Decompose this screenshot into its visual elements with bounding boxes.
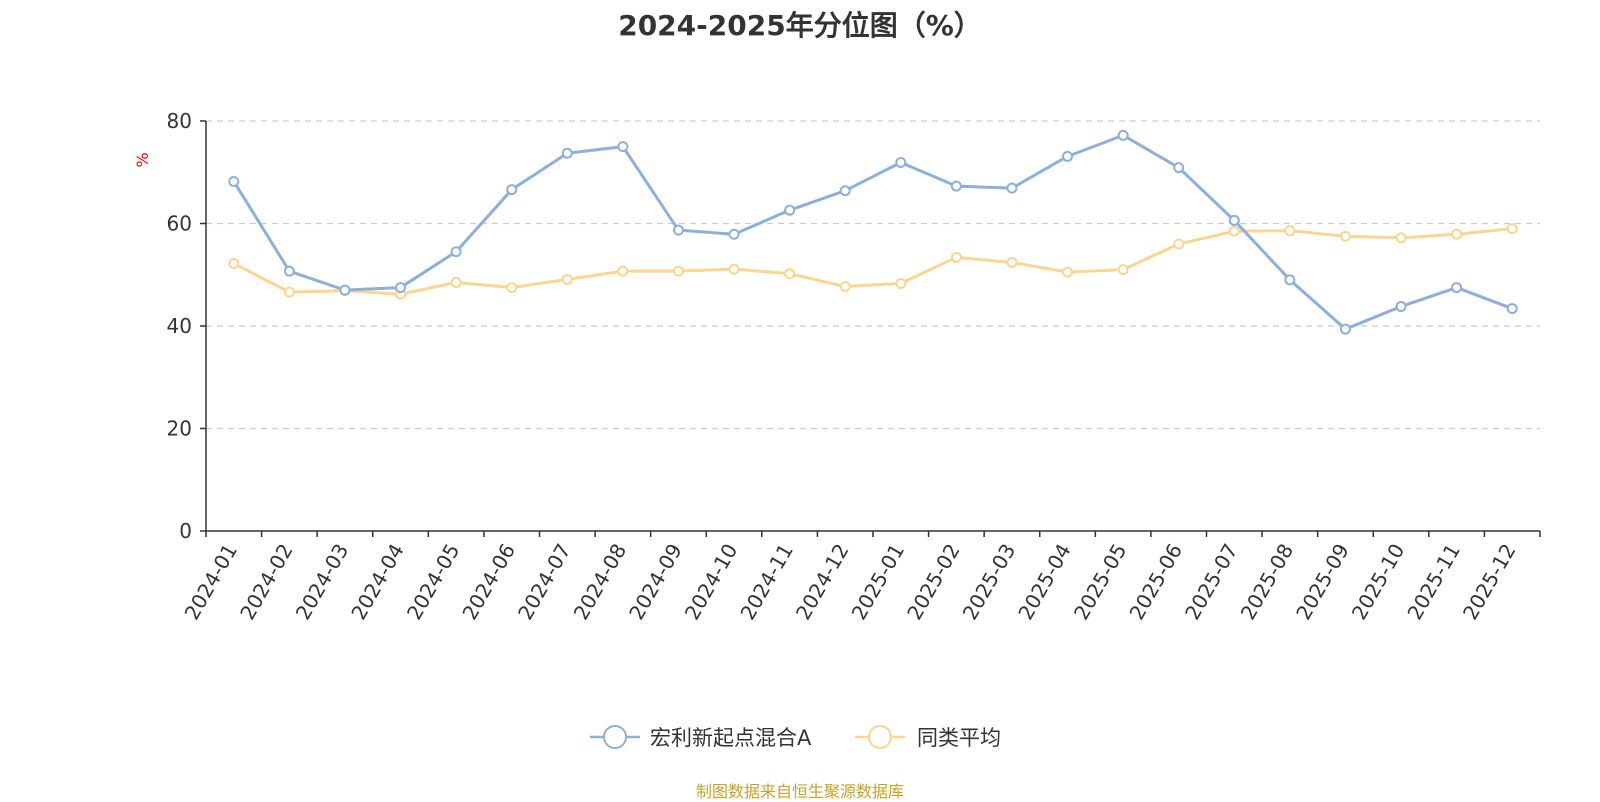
series-line-0 [232, 133, 1513, 331]
y-tick-label-40: 40 [167, 314, 192, 338]
legend-item-1: 同类平均 [855, 725, 1001, 750]
source-note: 制图数据来自恒生聚源数据库 [695, 782, 904, 801]
y-axis-ticks: 0 20 40 60 80 [167, 109, 206, 543]
chart-title: 2024-2025年分位图（%） [618, 9, 982, 42]
data-point [1117, 129, 1129, 141]
y-tick-label-0: 0 [179, 519, 192, 543]
data-point [617, 141, 629, 153]
series-1 [228, 223, 1518, 300]
data-point [1339, 323, 1351, 335]
y-tick-label-60: 60 [167, 212, 192, 236]
data-point [672, 265, 684, 277]
data-point [339, 284, 351, 296]
data-point [950, 251, 962, 263]
x-tick-label-2025-11: 2025-11 [1402, 540, 1465, 624]
x-tick-label-2025-06: 2025-06 [1124, 540, 1187, 624]
x-tick-label-2024-03: 2024-03 [291, 540, 354, 624]
data-point [950, 180, 962, 192]
data-point [1173, 238, 1185, 250]
data-point [672, 224, 684, 236]
x-tick-label-2024-06: 2024-06 [457, 540, 520, 624]
y-tick-label-20: 20 [167, 417, 192, 441]
data-point [728, 228, 740, 240]
data-point [561, 273, 573, 285]
legend-marker [868, 725, 892, 749]
legend-marker [603, 725, 627, 749]
series-lines [228, 129, 1518, 335]
y-tick-label-80: 80 [167, 109, 192, 133]
legend-label-1: 同类平均 [917, 726, 1001, 750]
x-tick-label-2025-03: 2025-03 [958, 539, 1021, 623]
data-point [506, 184, 518, 196]
x-tick-label-2025-10: 2025-10 [1347, 540, 1410, 624]
data-point [1506, 223, 1518, 235]
data-point [784, 204, 796, 216]
data-point [1228, 225, 1240, 237]
data-point [1339, 230, 1351, 242]
x-tick-label-2025-09: 2025-09 [1291, 540, 1354, 624]
x-tick-label-2025-01: 2025-01 [847, 540, 910, 624]
x-tick-label-2025-12: 2025-12 [1458, 540, 1521, 624]
legend-item-0: 宏利新起点混合A [590, 725, 812, 750]
x-tick-label-2025-07: 2025-07 [1180, 540, 1243, 624]
data-point [1006, 182, 1018, 194]
data-point [617, 265, 629, 277]
x-tick-label-2024-09: 2024-09 [624, 540, 687, 624]
series-0 [228, 129, 1518, 335]
data-point [839, 281, 851, 293]
data-point [450, 246, 462, 258]
y-axis-label: % [133, 152, 152, 167]
x-tick-label-2024-02: 2024-02 [235, 540, 298, 624]
data-point [839, 185, 851, 197]
x-tick-label-2024-05: 2024-05 [402, 540, 465, 624]
data-point [228, 257, 240, 269]
data-point [784, 268, 796, 280]
x-tick-label-2025-08: 2025-08 [1236, 540, 1299, 624]
data-point [561, 147, 573, 159]
data-point [895, 277, 907, 289]
x-tick-label-2024-12: 2024-12 [791, 540, 854, 624]
data-point [1062, 266, 1074, 278]
data-point [1062, 150, 1074, 162]
data-point [450, 276, 462, 288]
data-point [283, 265, 295, 277]
legend: 宏利新起点混合A 同类平均 [590, 725, 1001, 750]
data-point [1506, 303, 1518, 315]
data-point [1228, 214, 1240, 226]
x-tick-label-2025-05: 2025-05 [1069, 540, 1132, 624]
data-point [1451, 228, 1463, 240]
data-point [728, 263, 740, 275]
x-tick-label-2025-02: 2025-02 [902, 540, 965, 624]
x-tick-label-2024-10: 2024-10 [680, 540, 743, 624]
data-point [395, 282, 407, 294]
x-tick-label-2024-04: 2024-04 [346, 540, 409, 624]
x-tick-label-2025-04: 2025-04 [1013, 540, 1076, 624]
x-tick-label-2024-07: 2024-07 [513, 540, 576, 624]
data-point [1395, 301, 1407, 313]
data-point [1173, 162, 1185, 174]
x-tick-label-2024-08: 2024-08 [569, 540, 632, 624]
x-axis-ticks: 2024-012024-022024-032024-042024-052024-… [180, 531, 1541, 624]
data-point [1395, 232, 1407, 244]
legend-label-0: 宏利新起点混合A [650, 726, 812, 750]
data-point [1284, 225, 1296, 237]
data-point [1006, 256, 1018, 268]
data-point [1451, 282, 1463, 294]
data-point [228, 175, 240, 187]
data-point [283, 286, 295, 298]
grid-lines [206, 120, 1540, 430]
data-point [1284, 274, 1296, 286]
data-point [506, 282, 518, 294]
data-point [1117, 264, 1129, 276]
data-point [895, 157, 907, 169]
x-tick-label-2024-01: 2024-01 [180, 540, 243, 624]
series-line-1 [233, 227, 1513, 296]
x-tick-label-2024-11: 2024-11 [735, 540, 798, 624]
